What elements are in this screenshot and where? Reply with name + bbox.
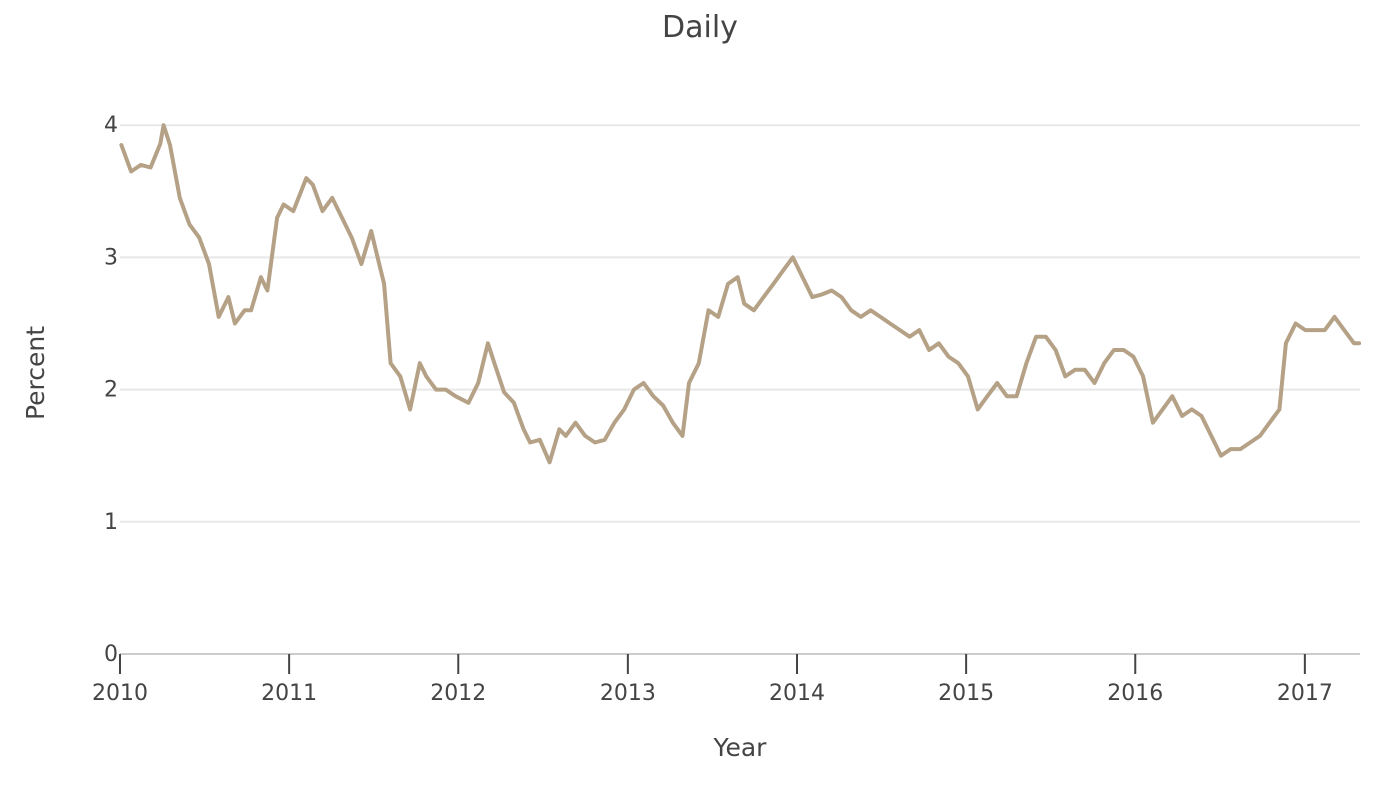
x-axis-title: Year <box>713 733 768 762</box>
y-tick-label: 1 <box>104 510 118 535</box>
gridlines <box>120 124 1360 523</box>
x-axis: 2010 2011 2012 2013 2014 2015 2016 2017 <box>92 653 1360 706</box>
y-tick-label: 2 <box>104 378 118 403</box>
series-lines <box>119 123 1362 465</box>
y-tick-label: 3 <box>104 245 118 270</box>
x-tick-label: 2014 <box>769 681 825 706</box>
y-tick-label: 0 <box>104 642 118 667</box>
x-tick-label: 2017 <box>1277 681 1333 706</box>
y-tick-label: 4 <box>104 113 118 138</box>
series-line <box>119 123 1362 465</box>
x-tick-label: 2015 <box>938 681 994 706</box>
x-tick-label: 2012 <box>430 681 486 706</box>
x-tick-label: 2011 <box>261 681 317 706</box>
chart-title: Daily <box>662 10 738 45</box>
chart-title-line: Daily <box>662 10 738 45</box>
y-axis-ticks: 0 1 2 3 4 <box>104 113 118 667</box>
y-axis-title: Percent <box>21 326 50 420</box>
x-tick-label: 2016 <box>1107 681 1163 706</box>
x-tick-label: 2010 <box>92 681 148 706</box>
x-tick-label: 2013 <box>600 681 656 706</box>
